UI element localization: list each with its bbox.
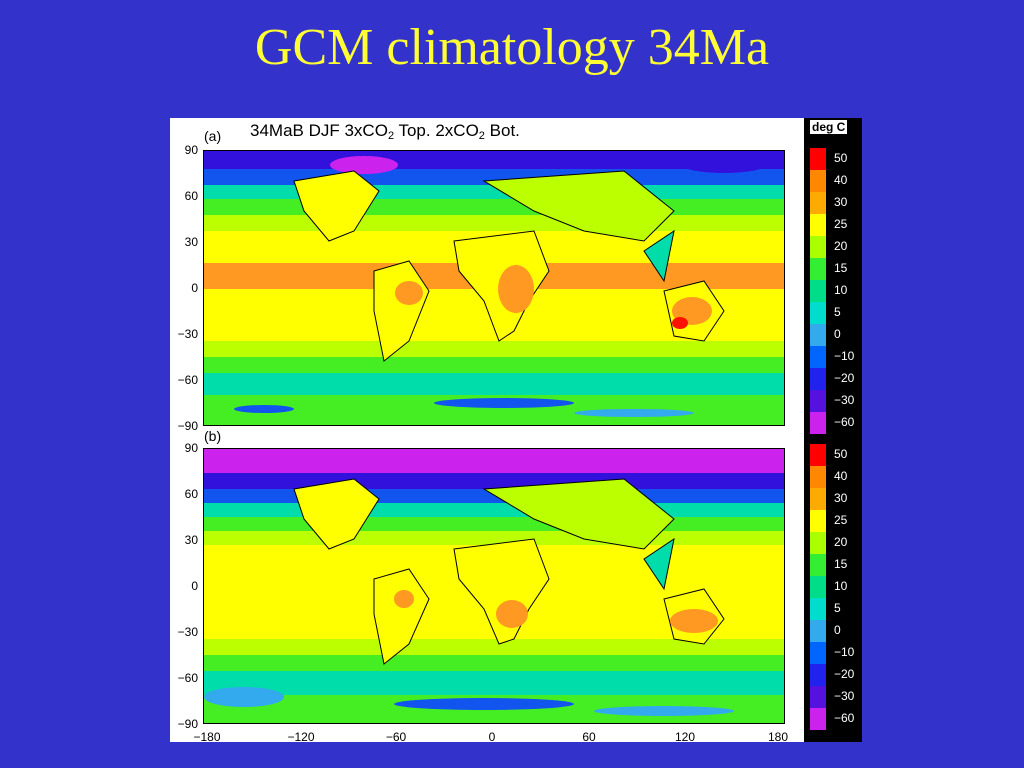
- colorbar-bottom-label-11: −30: [834, 689, 855, 703]
- slide-title: GCM climatology 34Ma: [254, 19, 770, 76]
- colorbar: deg C 50 40 30 25 20 15 10 5 0 −10 −20 −30 −60 50 40 3…: [804, 118, 862, 742]
- header-suffix: Bot.: [484, 121, 520, 140]
- colorbar-top-swatch-10: [810, 368, 826, 390]
- xtick-180: 180: [767, 730, 789, 744]
- colorbar-top-label-8: 0: [834, 327, 841, 341]
- colorbar-bottom-label-2: 30: [834, 491, 848, 505]
- colorbar-bottom-label-9: −10: [834, 645, 855, 659]
- colorbar-top-label-2: 30: [834, 195, 848, 209]
- colorbar-top-label-3: 25: [834, 217, 848, 231]
- ytick-b-60: 60: [184, 487, 198, 501]
- colorbar-top-swatch-6: [810, 280, 826, 302]
- colorbar-bottom-label-1: 40: [834, 469, 848, 483]
- panel-label-b: (b): [204, 428, 222, 444]
- xtick-m60: −60: [385, 730, 407, 744]
- ytick-b-m90: −90: [177, 717, 198, 731]
- ytick-b-30: 30: [184, 533, 198, 547]
- colorbar-top-swatch-4: [810, 236, 826, 258]
- colorbar-bottom-label-10: −20: [834, 667, 855, 681]
- colorbar-bottom-swatch-6: [810, 576, 826, 598]
- xtick-m120: −120: [287, 730, 315, 744]
- ytick-a-m30: −30: [177, 327, 198, 341]
- colorbar-bottom-swatch-5: [810, 554, 826, 576]
- colorbar-top-label-11: −30: [834, 393, 855, 407]
- map-b-svg: [204, 449, 784, 723]
- colorbar-top-swatch-8: [810, 324, 826, 346]
- ytick-a-0: 0: [191, 281, 198, 295]
- colorbar-top-swatch-3: [810, 214, 826, 236]
- colorbar-top-swatch-2: [810, 192, 826, 214]
- colorbar-bottom-label-3: 25: [834, 513, 848, 527]
- ytick-a-60: 60: [184, 189, 198, 203]
- header-prefix: 34MaB DJF 3xCO: [250, 121, 388, 140]
- map-a-svg: [204, 151, 784, 425]
- colorbar-unit: deg C: [810, 120, 848, 134]
- panel-label-a: (a): [204, 128, 222, 144]
- header-sub2: 2: [478, 130, 485, 142]
- colorbar-bottom-swatch-3: [810, 510, 826, 532]
- colorbar-bottom-swatch-8: [810, 620, 826, 642]
- climate-figure: 34MaB DJF 3xCO2 Top. 2xCO2 Bot. (a) (b) …: [170, 118, 862, 744]
- map-panel-b: [203, 448, 785, 724]
- ytick-b-m30: −30: [177, 625, 198, 639]
- colorbar-bottom-swatch-1: [810, 466, 826, 488]
- colorbar-top-swatch-7: [810, 302, 826, 324]
- colorbar-top-swatch-9: [810, 346, 826, 368]
- colorbar-top-swatch-11: [810, 390, 826, 412]
- colorbar-top-label-0: 50: [834, 151, 848, 165]
- ytick-a-m90: −90: [177, 419, 198, 433]
- figure-header: 34MaB DJF 3xCO2 Top. 2xCO2 Bot.: [250, 121, 520, 142]
- colorbar-top-label-5: 15: [834, 261, 848, 275]
- colorbar-bottom-swatch-2: [810, 488, 826, 510]
- colorbar-bottom-swatch-7: [810, 598, 826, 620]
- colorbar-bottom-swatch-11: [810, 686, 826, 708]
- xtick-0: 0: [488, 730, 496, 744]
- colorbar-top-label-7: 5: [834, 305, 841, 319]
- header-sub1: 2: [387, 130, 395, 142]
- xtick-120: 120: [674, 730, 696, 744]
- map-panel-a: [203, 150, 785, 426]
- colorbar-bottom-swatch-9: [810, 642, 826, 664]
- colorbar-bottom-label-0: 50: [834, 447, 848, 461]
- ytick-a-m60: −60: [177, 373, 198, 387]
- colorbar-bottom-label-12: −60: [834, 711, 855, 725]
- header-mid: Top. 2xCO: [394, 121, 479, 140]
- colorbar-top-swatch-12: [810, 412, 826, 434]
- colorbar-bottom-label-6: 10: [834, 579, 848, 593]
- colorbar-top-label-4: 20: [834, 239, 848, 253]
- colorbar-top-label-6: 10: [834, 283, 848, 297]
- colorbar-top-swatch-0: [810, 148, 826, 170]
- colorbar-bottom-swatch-4: [810, 532, 826, 554]
- ytick-a-30: 30: [184, 235, 198, 249]
- colorbar-top-label-9: −10: [834, 349, 855, 363]
- xtick-m180: −180: [193, 730, 221, 744]
- ytick-a-90: 90: [184, 143, 198, 157]
- ytick-b-0: 0: [191, 579, 198, 593]
- colorbar-bottom-swatch-10: [810, 664, 826, 686]
- colorbar-bottom-label-7: 5: [834, 601, 841, 615]
- colorbar-bottom-label-8: 0: [834, 623, 841, 637]
- colorbar-top-label-12: −60: [834, 415, 855, 429]
- colorbar-top-label-10: −20: [834, 371, 855, 385]
- ytick-b-m60: −60: [177, 671, 198, 685]
- colorbar-top-swatch-1: [810, 170, 826, 192]
- colorbar-bottom-label-5: 15: [834, 557, 848, 571]
- colorbar-bottom-swatch-0: [810, 444, 826, 466]
- colorbar-bottom-label-4: 20: [834, 535, 848, 549]
- colorbar-top-swatch-5: [810, 258, 826, 280]
- colorbar-top-label-1: 40: [834, 173, 848, 187]
- xtick-60: 60: [582, 730, 596, 744]
- colorbar-bottom-swatch-12: [810, 708, 826, 730]
- ytick-b-90: 90: [184, 441, 198, 455]
